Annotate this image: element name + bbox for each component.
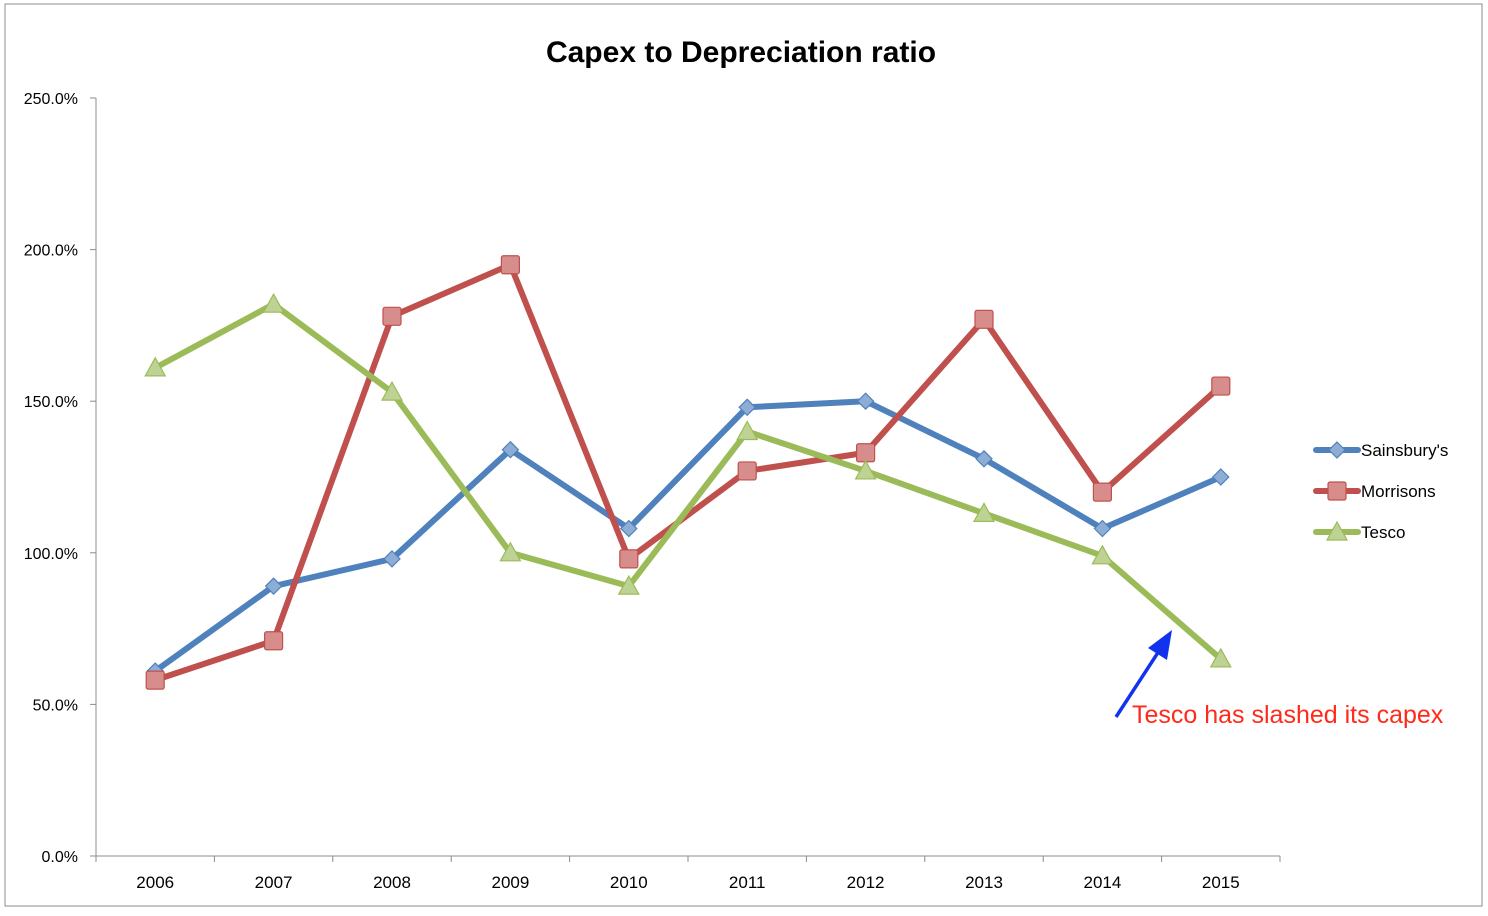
data-point-morrisons bbox=[1211, 376, 1231, 396]
chart-title: Capex to Depreciation ratio bbox=[546, 36, 936, 69]
x-tick-label: 2011 bbox=[729, 873, 766, 892]
data-point-sainsbury-s bbox=[975, 449, 993, 468]
annotation-text: Tesco has slashed its capex bbox=[1132, 701, 1444, 729]
data-point-sainsbury-s bbox=[264, 577, 283, 596]
legend-marker-sainsbury-s bbox=[1328, 441, 1346, 459]
data-point-morrisons bbox=[855, 443, 876, 463]
annotation: Tesco has slashed its capex bbox=[1114, 630, 1444, 729]
data-point-sainsbury-s bbox=[383, 550, 401, 568]
data-point-tesco bbox=[972, 502, 996, 522]
data-point-tesco bbox=[736, 420, 759, 441]
series-line-sainsbury-s bbox=[152, 398, 1224, 675]
series-line-morrisons bbox=[152, 261, 1224, 684]
data-point-morrisons bbox=[145, 670, 165, 690]
chart-border bbox=[4, 3, 1483, 907]
data-point-tesco bbox=[854, 459, 877, 480]
data-point-sainsbury-s bbox=[619, 519, 638, 538]
series-lines bbox=[152, 261, 1224, 684]
data-point-morrisons bbox=[619, 549, 639, 569]
data-point-tesco bbox=[262, 292, 285, 313]
x-tick-label: 2014 bbox=[1083, 873, 1121, 892]
data-point-morrisons bbox=[974, 309, 994, 329]
y-tick-label: 250.0% bbox=[24, 91, 78, 108]
series-markers bbox=[144, 255, 1232, 690]
series-line-tesco bbox=[152, 301, 1224, 662]
data-point-sainsbury-s bbox=[856, 392, 875, 411]
data-point-morrisons bbox=[1092, 482, 1113, 502]
x-tick-label: 2009 bbox=[491, 873, 529, 892]
x-tick-label: 2008 bbox=[373, 873, 411, 892]
data-point-morrisons bbox=[382, 306, 402, 326]
x-tick-label: 2015 bbox=[1202, 873, 1240, 892]
x-tick-label: 2006 bbox=[136, 873, 174, 892]
data-point-tesco bbox=[499, 541, 522, 562]
x-tick-label: 2010 bbox=[610, 873, 648, 892]
data-point-sainsbury-s bbox=[1093, 519, 1112, 538]
data-point-tesco bbox=[144, 356, 167, 377]
legend-label-tesco: Tesco bbox=[1361, 523, 1405, 542]
x-tick-label: 2007 bbox=[255, 873, 293, 892]
legend-marker-tesco bbox=[1325, 520, 1349, 541]
data-point-morrisons bbox=[264, 631, 284, 651]
y-tick-label: 150.0% bbox=[24, 394, 78, 411]
data-point-tesco bbox=[380, 380, 404, 401]
legend-marker-morrisons bbox=[1327, 481, 1347, 501]
legend-label-morrisons: Morrisons bbox=[1361, 482, 1436, 501]
data-point-tesco bbox=[1209, 647, 1232, 668]
y-tick-label: 0.0% bbox=[42, 849, 78, 866]
x-tick-label: 2012 bbox=[847, 873, 885, 892]
data-point-tesco bbox=[617, 574, 640, 595]
y-tick-label: 50.0% bbox=[33, 697, 78, 714]
x-tick-label: 2013 bbox=[965, 873, 1003, 892]
data-point-sainsbury-s bbox=[1211, 468, 1230, 486]
y-tick-label: 100.0% bbox=[24, 546, 78, 563]
data-point-sainsbury-s bbox=[501, 440, 520, 459]
data-point-sainsbury-s bbox=[738, 398, 757, 417]
data-point-morrisons bbox=[737, 461, 757, 481]
y-tick-label: 200.0% bbox=[24, 243, 78, 260]
legend: Sainsbury's Morrisons Tesco bbox=[1313, 441, 1448, 542]
axes: 0.0% 50.0% 100.0% 150.0% 200.0% 250.0% 2006 200… bbox=[24, 91, 1281, 892]
data-point-tesco bbox=[1091, 544, 1114, 565]
data-point-morrisons bbox=[500, 255, 520, 275]
annotation-arrow-head bbox=[1148, 630, 1172, 660]
annotation-arrow-line bbox=[1114, 650, 1161, 718]
legend-label-sainsbury-s: Sainsbury's bbox=[1361, 441, 1448, 460]
